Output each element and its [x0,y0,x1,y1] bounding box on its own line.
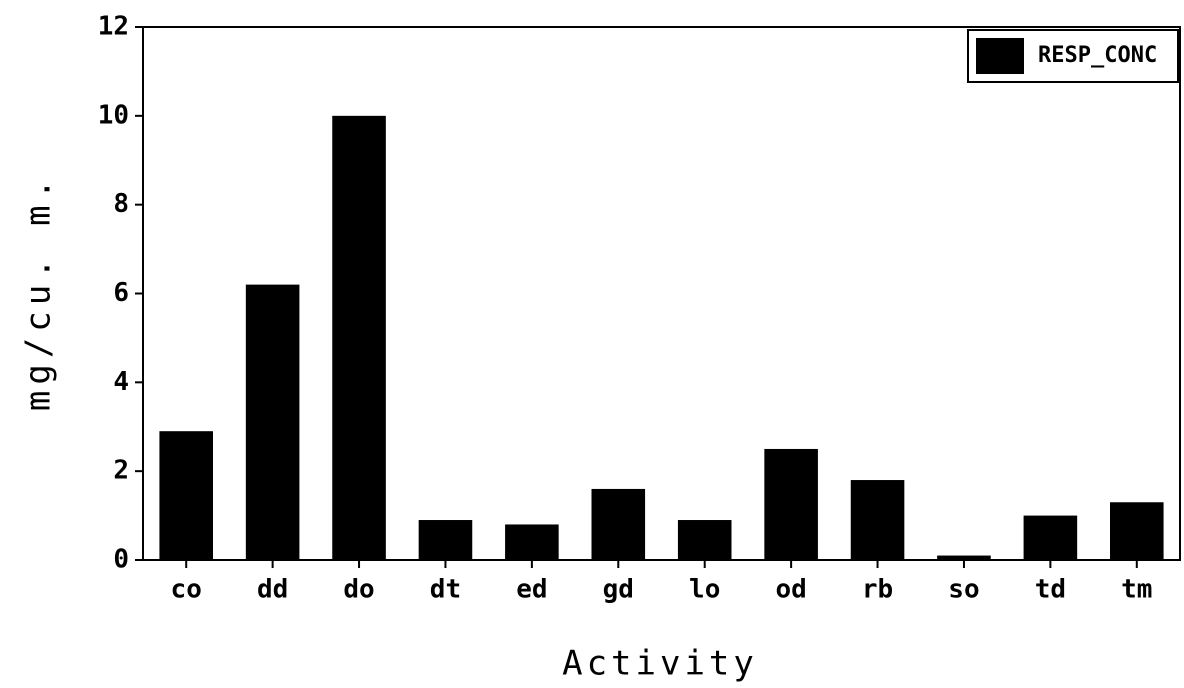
x-tick-label: lo [689,575,720,605]
y-tick-label: 8 [113,189,129,219]
x-tick-label: co [171,575,202,605]
y-axis-label: mg/cu. m. [19,173,59,411]
y-tick-label: 6 [113,278,129,308]
x-tick-label: dd [257,575,288,605]
x-tick-label: td [1035,575,1066,605]
x-tick-label: ed [516,575,547,605]
bar [1110,502,1164,560]
bar [937,555,991,560]
bar [591,488,646,560]
x-tick-label: so [948,575,979,605]
x-tick-label: dt [430,575,461,605]
bar [505,524,559,560]
bar [245,284,300,560]
legend-swatch [976,38,1024,74]
x-tick-label: do [343,575,374,605]
x-tick-label: rb [862,575,893,605]
bar [1023,515,1078,560]
y-tick-label: 2 [113,456,129,486]
legend-label: RESP_CONC [1038,43,1157,68]
y-tick-label: 10 [98,100,129,130]
x-axis-label: Activity [562,644,758,684]
bar [764,448,818,560]
bar [159,431,213,560]
bar [418,520,473,560]
bar [677,520,732,560]
x-tick-label: od [775,575,806,605]
y-tick-label: 0 [113,545,129,575]
y-tick-label: 12 [98,12,129,42]
x-tick-label: tm [1121,575,1152,605]
bar [332,115,386,560]
x-tick-label: gd [603,575,634,605]
bar [850,480,905,560]
y-tick-label: 4 [113,367,129,397]
